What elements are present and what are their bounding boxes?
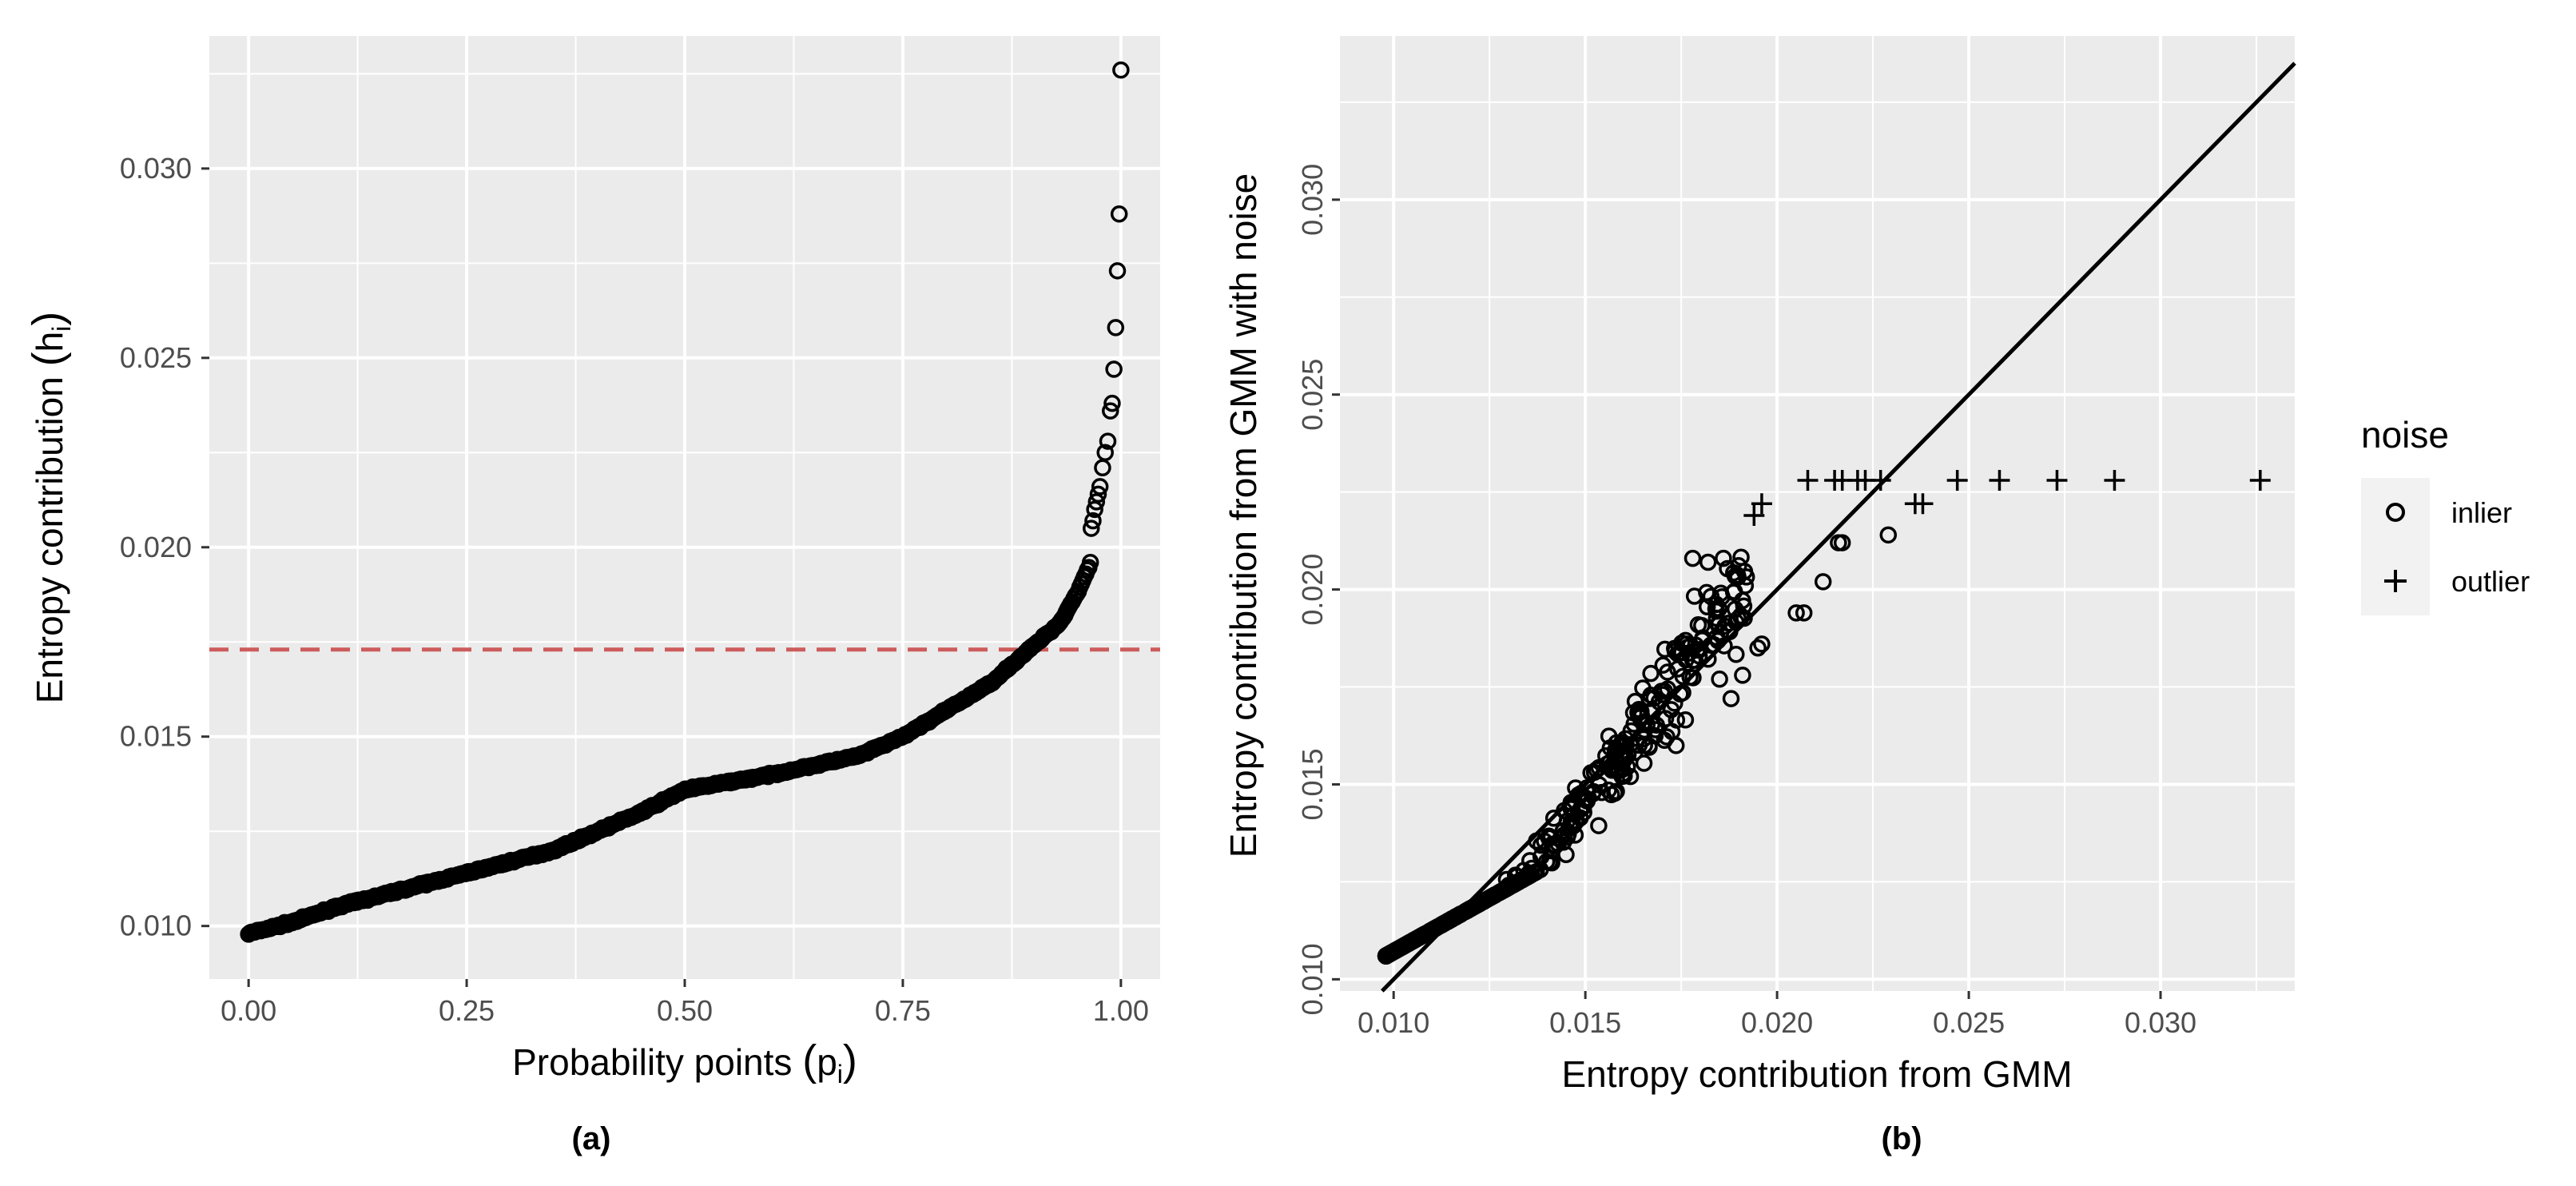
panel-b-caption: (b)	[1881, 1121, 1922, 1156]
panel-a: 0.00 0.25 0.50 0.75 1.00 0.010 0.015 0.020 0.025…	[24, 36, 1160, 1156]
panel-a-y-axis-title: Entropy contribution (hi)	[24, 312, 76, 704]
panel-a-x-tick-label: 0.75	[875, 994, 931, 1027]
figure-svg: 0.00 0.25 0.50 0.75 1.00 0.010 0.015 0.020 0.025…	[0, 0, 2576, 1182]
panel-b-y-tick-label: 0.030	[1296, 164, 1329, 236]
panel-a-y-tick-label: 0.030	[120, 152, 192, 185]
panel-a-y-tick-label: 0.025	[120, 341, 192, 374]
panel-a-x-tick-label: 0.00	[221, 994, 276, 1027]
panel-b-x-axis-title: Entropy contribution from GMM	[1561, 1053, 2072, 1095]
panel-b: 0.010 0.015 0.020 0.025 0.030 0.010 0.015 0.020…	[1222, 36, 2530, 1156]
panel-a-x-tick-label: 1.00	[1093, 994, 1149, 1027]
panel-b-x-tick-label: 0.010	[1358, 1006, 1429, 1039]
panel-a-x-axis-title: Probability points (pi)	[512, 1037, 857, 1088]
panel-a-y-tick-label: 0.020	[120, 531, 192, 563]
panel-a-y-tick-label: 0.015	[120, 720, 192, 753]
panel-b-y-tick-label: 0.015	[1296, 748, 1329, 820]
panel-a-x-tick-label: 0.25	[439, 994, 495, 1027]
legend: noise inlier outlier	[2361, 414, 2530, 615]
panel-b-x-tick-label: 0.020	[1741, 1006, 1813, 1039]
panel-b-x-tick-label: 0.015	[1549, 1006, 1621, 1039]
legend-label-inlier: inlier	[2451, 496, 2512, 529]
figure: 0.00 0.25 0.50 0.75 1.00 0.010 0.015 0.020 0.025…	[0, 0, 2576, 1182]
panel-b-y-tick-label: 0.020	[1296, 554, 1329, 626]
panel-b-y-tick-label: 0.010	[1296, 943, 1329, 1015]
panel-b-x-tick-label: 0.030	[2125, 1006, 2196, 1039]
panel-b-x-tick-label: 0.025	[1933, 1006, 2005, 1039]
legend-title: noise	[2361, 414, 2449, 456]
panel-b-y-tick-label: 0.025	[1296, 359, 1329, 431]
panel-a-x-tick-label: 0.50	[657, 994, 713, 1027]
panel-b-background	[1340, 36, 2295, 991]
legend-key-inlier	[2361, 478, 2430, 547]
panel-a-y-tick-label: 0.010	[120, 909, 192, 942]
legend-label-outlier: outlier	[2451, 565, 2530, 598]
panel-b-y-axis-title: Entropy contribution from GMM with noise	[1222, 173, 1264, 858]
panel-a-caption: (a)	[572, 1121, 611, 1156]
